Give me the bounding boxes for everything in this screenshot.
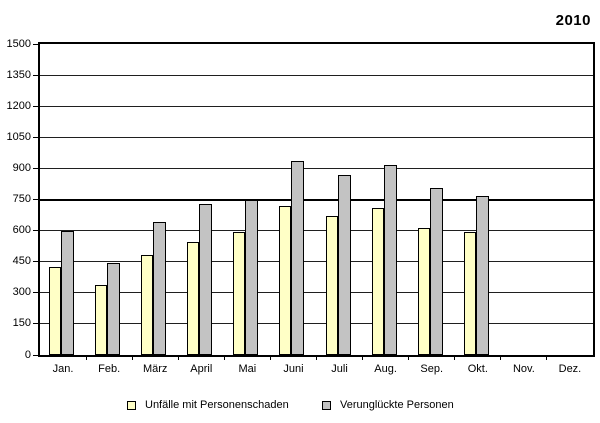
y-tick-label-1050: 1050 <box>6 130 31 143</box>
bar-verungluekte-Sep <box>429 188 443 355</box>
y-gridline-1350 <box>40 74 593 76</box>
y-tick-label-1500: 1500 <box>6 37 31 50</box>
x-category-label-Dez: Dez. <box>558 363 582 375</box>
y-gridline-450 <box>40 261 593 263</box>
y-tick-1350 <box>33 74 38 76</box>
x-tick-4 <box>223 357 225 360</box>
y-tick-label-900: 900 <box>12 161 31 174</box>
x-tick-5 <box>269 357 271 360</box>
x-category-label-März: März <box>142 363 168 375</box>
bar-verungluekte-Mai <box>245 199 259 355</box>
x-tick-8 <box>408 357 410 360</box>
y-tick-label-750: 750 <box>12 193 31 205</box>
legend-item-unfaelle: Unfälle mit Personenschaden <box>127 399 289 412</box>
bar-unfaelle-Juli <box>325 216 338 355</box>
plot-area <box>38 42 595 357</box>
y-tick-750 <box>33 199 38 200</box>
x-category-label-Aug: Aug. <box>374 363 397 375</box>
bar-verungluekte-März <box>153 222 167 355</box>
y-gridline-1050 <box>40 136 593 138</box>
legend-item-verungluekte: Verunglückte Personen <box>322 399 454 412</box>
x-tick-6 <box>316 357 317 360</box>
bar-unfaelle-Feb <box>95 284 108 355</box>
y-tick-600 <box>33 230 38 232</box>
x-category-label-Feb: Feb. <box>98 363 121 375</box>
bar-unfaelle-Mai <box>233 231 246 355</box>
y-gridline-300 <box>40 292 593 294</box>
y-tick-1500 <box>33 43 38 45</box>
x-tick-9 <box>454 357 456 360</box>
bar-unfaelle-Okt <box>463 231 476 355</box>
y-tick-1200 <box>33 105 38 107</box>
bar-verungluekte-Juni <box>291 161 305 355</box>
y-gridline-1200 <box>40 105 593 107</box>
x-category-label-Juni: Juni <box>283 363 304 375</box>
x-tick-3 <box>177 357 179 360</box>
chart-title: 2010 <box>555 12 591 29</box>
x-category-label-Juli: Juli <box>331 363 348 375</box>
x-tick-11 <box>546 357 548 360</box>
y-tick-label-600: 600 <box>12 224 31 237</box>
y-tick-label-1200: 1200 <box>6 99 31 112</box>
y-gridline-900 <box>40 167 593 169</box>
bar-verungluekte-April <box>199 203 213 355</box>
bar-verungluekte-Aug <box>383 165 397 355</box>
x-category-label-Okt: Okt. <box>467 363 488 375</box>
x-category-label-Nov: Nov. <box>512 363 535 375</box>
y-tick-150 <box>33 323 38 325</box>
bar-verungluekte-Okt <box>475 196 489 355</box>
x-tick-7 <box>362 357 364 360</box>
bar-unfaelle-März <box>141 255 154 355</box>
y-tick-1050 <box>33 136 38 138</box>
y-tick-0 <box>33 354 38 356</box>
x-tick-10 <box>500 357 502 360</box>
bar-unfaelle-Sep <box>417 227 430 355</box>
x-tick-2 <box>131 357 133 360</box>
x-tick-1 <box>85 357 87 360</box>
y-tick-label-150: 150 <box>12 317 31 330</box>
y-gridline-750 <box>40 198 593 201</box>
legend-label-verungluekte: Verunglückte Personen <box>340 399 454 411</box>
y-gridline-600 <box>40 230 593 232</box>
y-tick-900 <box>33 167 38 169</box>
legend-label-unfaelle: Unfälle mit Personenschaden <box>145 399 289 411</box>
y-gridline-150 <box>40 323 593 325</box>
bar-verungluekte-Jan <box>61 230 74 355</box>
legend-marker-gray-square-icon <box>322 401 331 410</box>
bar-verungluekte-Feb <box>107 262 121 355</box>
bar-unfaelle-April <box>187 242 200 355</box>
bar-unfaelle-Jan <box>49 266 61 355</box>
y-tick-label-300: 300 <box>12 286 31 299</box>
y-tick-label-1350: 1350 <box>6 68 31 81</box>
x-category-label-Sep: Sep. <box>420 363 444 375</box>
y-tick-label-450: 450 <box>12 255 31 268</box>
x-category-label-April: April <box>190 363 213 375</box>
y-tick-label-0: 0 <box>24 348 31 361</box>
x-category-label-Mai: Mai <box>238 363 257 375</box>
bar-unfaelle-Aug <box>371 207 384 355</box>
y-tick-300 <box>33 292 38 294</box>
legend-marker-yellow-square-icon <box>127 401 136 410</box>
bar-unfaelle-Juni <box>279 205 292 355</box>
x-category-label-Jan: Jan. <box>52 363 74 375</box>
bar-verungluekte-Juli <box>337 174 351 355</box>
y-tick-450 <box>33 261 38 263</box>
